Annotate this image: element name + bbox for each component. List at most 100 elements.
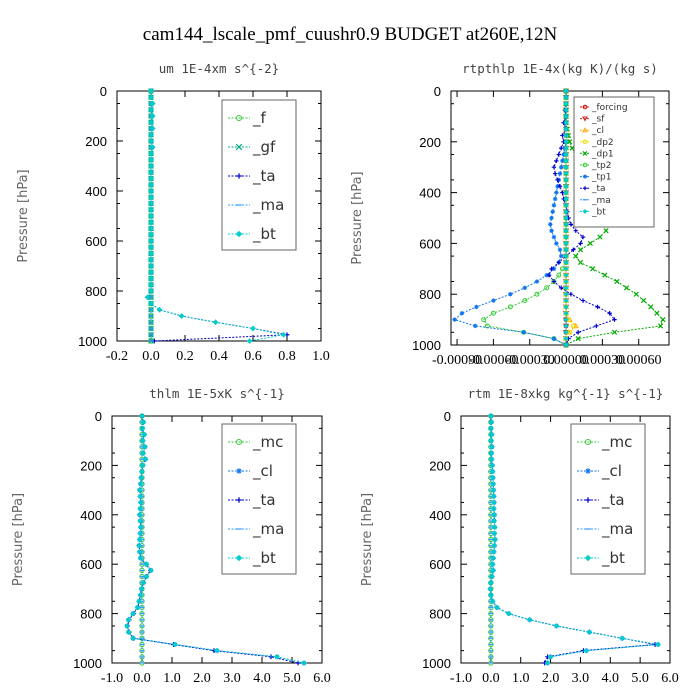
data-point bbox=[556, 152, 561, 157]
data-point bbox=[139, 468, 145, 475]
legend-label: _sf bbox=[591, 115, 605, 125]
legend-label: _ma bbox=[601, 520, 633, 539]
legend-entry: _cl bbox=[228, 462, 273, 481]
data-point bbox=[130, 635, 136, 642]
data-point bbox=[148, 163, 154, 169]
data-point bbox=[577, 259, 584, 266]
data-point bbox=[623, 285, 630, 291]
data-point bbox=[301, 660, 307, 666]
y-tick-label: 600 bbox=[419, 236, 441, 251]
data-point bbox=[546, 272, 552, 278]
data-point bbox=[551, 336, 557, 341]
data-point bbox=[551, 279, 557, 284]
data-point bbox=[148, 281, 154, 288]
data-point bbox=[130, 610, 136, 617]
legend-label: _ta bbox=[601, 491, 625, 510]
plot-frame bbox=[111, 415, 323, 664]
x-tick-label: 0.00000 bbox=[543, 353, 589, 368]
data-point bbox=[654, 310, 660, 316]
data-point bbox=[551, 234, 557, 240]
data-point bbox=[578, 241, 583, 246]
panel-title: rtpthlp 1E-4x(kg K)/(kg s) bbox=[462, 61, 658, 76]
data-point bbox=[489, 598, 496, 605]
data-point bbox=[148, 131, 154, 138]
x-tick-label: 6.0 bbox=[661, 671, 679, 686]
y-axis-label: Pressure [hPa] bbox=[16, 169, 31, 262]
legend-label: _ma bbox=[252, 196, 284, 215]
data-point bbox=[586, 629, 593, 635]
data-point bbox=[148, 88, 154, 94]
data-point bbox=[595, 304, 600, 310]
data-point bbox=[583, 647, 590, 654]
legend-swatch-marker bbox=[583, 174, 587, 179]
x-tick-label: -1.0 bbox=[101, 671, 123, 686]
y-tick-label: 400 bbox=[419, 186, 441, 201]
legend-entry: _cl bbox=[577, 462, 622, 481]
chart-panel-2: rtpthlp 1E-4x(kg K)/(kg s) Pressure [hPa]… bbox=[350, 61, 670, 368]
data-point bbox=[563, 177, 569, 183]
legend-swatch-marker bbox=[585, 497, 591, 503]
data-point bbox=[590, 266, 596, 272]
x-tick-label: 0.0 bbox=[142, 349, 160, 364]
data-point bbox=[563, 164, 569, 170]
legend-entry: _dp1 bbox=[580, 149, 614, 159]
data-point bbox=[148, 94, 154, 101]
data-point bbox=[552, 196, 558, 202]
data-point bbox=[573, 253, 579, 259]
data-point bbox=[563, 221, 569, 227]
data-point bbox=[125, 629, 132, 635]
legend-swatch-marker bbox=[235, 554, 243, 562]
chart-panel-1: um 1E-4xm s^{-2} Pressure [hPa] 0 200 400 600… bbox=[16, 61, 330, 364]
legend-entry: _bt bbox=[228, 225, 276, 244]
data-point bbox=[142, 444, 148, 450]
x-tick-label: 0.0 bbox=[482, 671, 500, 686]
data-point bbox=[550, 209, 555, 214]
legend-box bbox=[221, 423, 297, 575]
legend: _f _gf _ta _ma _bt bbox=[221, 99, 297, 251]
y-tick-label: 200 bbox=[80, 458, 102, 473]
data-point bbox=[148, 250, 154, 257]
data-point bbox=[568, 292, 574, 297]
data-point bbox=[655, 641, 661, 648]
data-point bbox=[148, 138, 154, 144]
data-point bbox=[488, 419, 495, 425]
legend-swatch-marker bbox=[582, 104, 588, 110]
plot-frame bbox=[460, 415, 671, 664]
x-tick-label: 1.0 bbox=[512, 671, 530, 686]
legend-label: _ta bbox=[591, 184, 606, 194]
legend-entry: _f bbox=[228, 109, 267, 128]
data-point bbox=[563, 151, 569, 158]
data-point bbox=[557, 171, 563, 176]
legend-label: _gf bbox=[252, 138, 276, 157]
data-point bbox=[505, 610, 512, 617]
data-point bbox=[549, 215, 554, 221]
data-point bbox=[143, 561, 150, 568]
data-point bbox=[148, 263, 154, 269]
y-tick-label: 0 bbox=[95, 409, 102, 424]
x-tick-label: 5.0 bbox=[631, 671, 649, 686]
data-point bbox=[491, 549, 497, 555]
data-point bbox=[563, 202, 569, 208]
data-point bbox=[557, 247, 563, 252]
legend-label: _dp1 bbox=[591, 149, 614, 159]
x-tick-label: -1.0 bbox=[450, 671, 472, 686]
series-bt bbox=[563, 88, 569, 348]
data-point bbox=[551, 203, 557, 208]
legend-swatch-marker bbox=[582, 150, 588, 156]
data-point bbox=[554, 158, 559, 164]
data-point bbox=[142, 456, 149, 463]
data-point bbox=[522, 285, 528, 291]
data-point bbox=[136, 549, 143, 555]
x-tick-label: 3.0 bbox=[572, 671, 590, 686]
data-point bbox=[559, 165, 564, 170]
x-tick-label: 4.0 bbox=[602, 671, 620, 686]
y-tick-label: 0 bbox=[444, 409, 451, 424]
data-point bbox=[563, 285, 569, 291]
data-point bbox=[489, 444, 495, 450]
legend-swatch-marker bbox=[583, 186, 587, 191]
legend-swatch-marker bbox=[582, 139, 588, 145]
x-tick-label: -0.00090 bbox=[432, 353, 482, 368]
data-point bbox=[490, 481, 497, 487]
data-point bbox=[149, 144, 156, 151]
